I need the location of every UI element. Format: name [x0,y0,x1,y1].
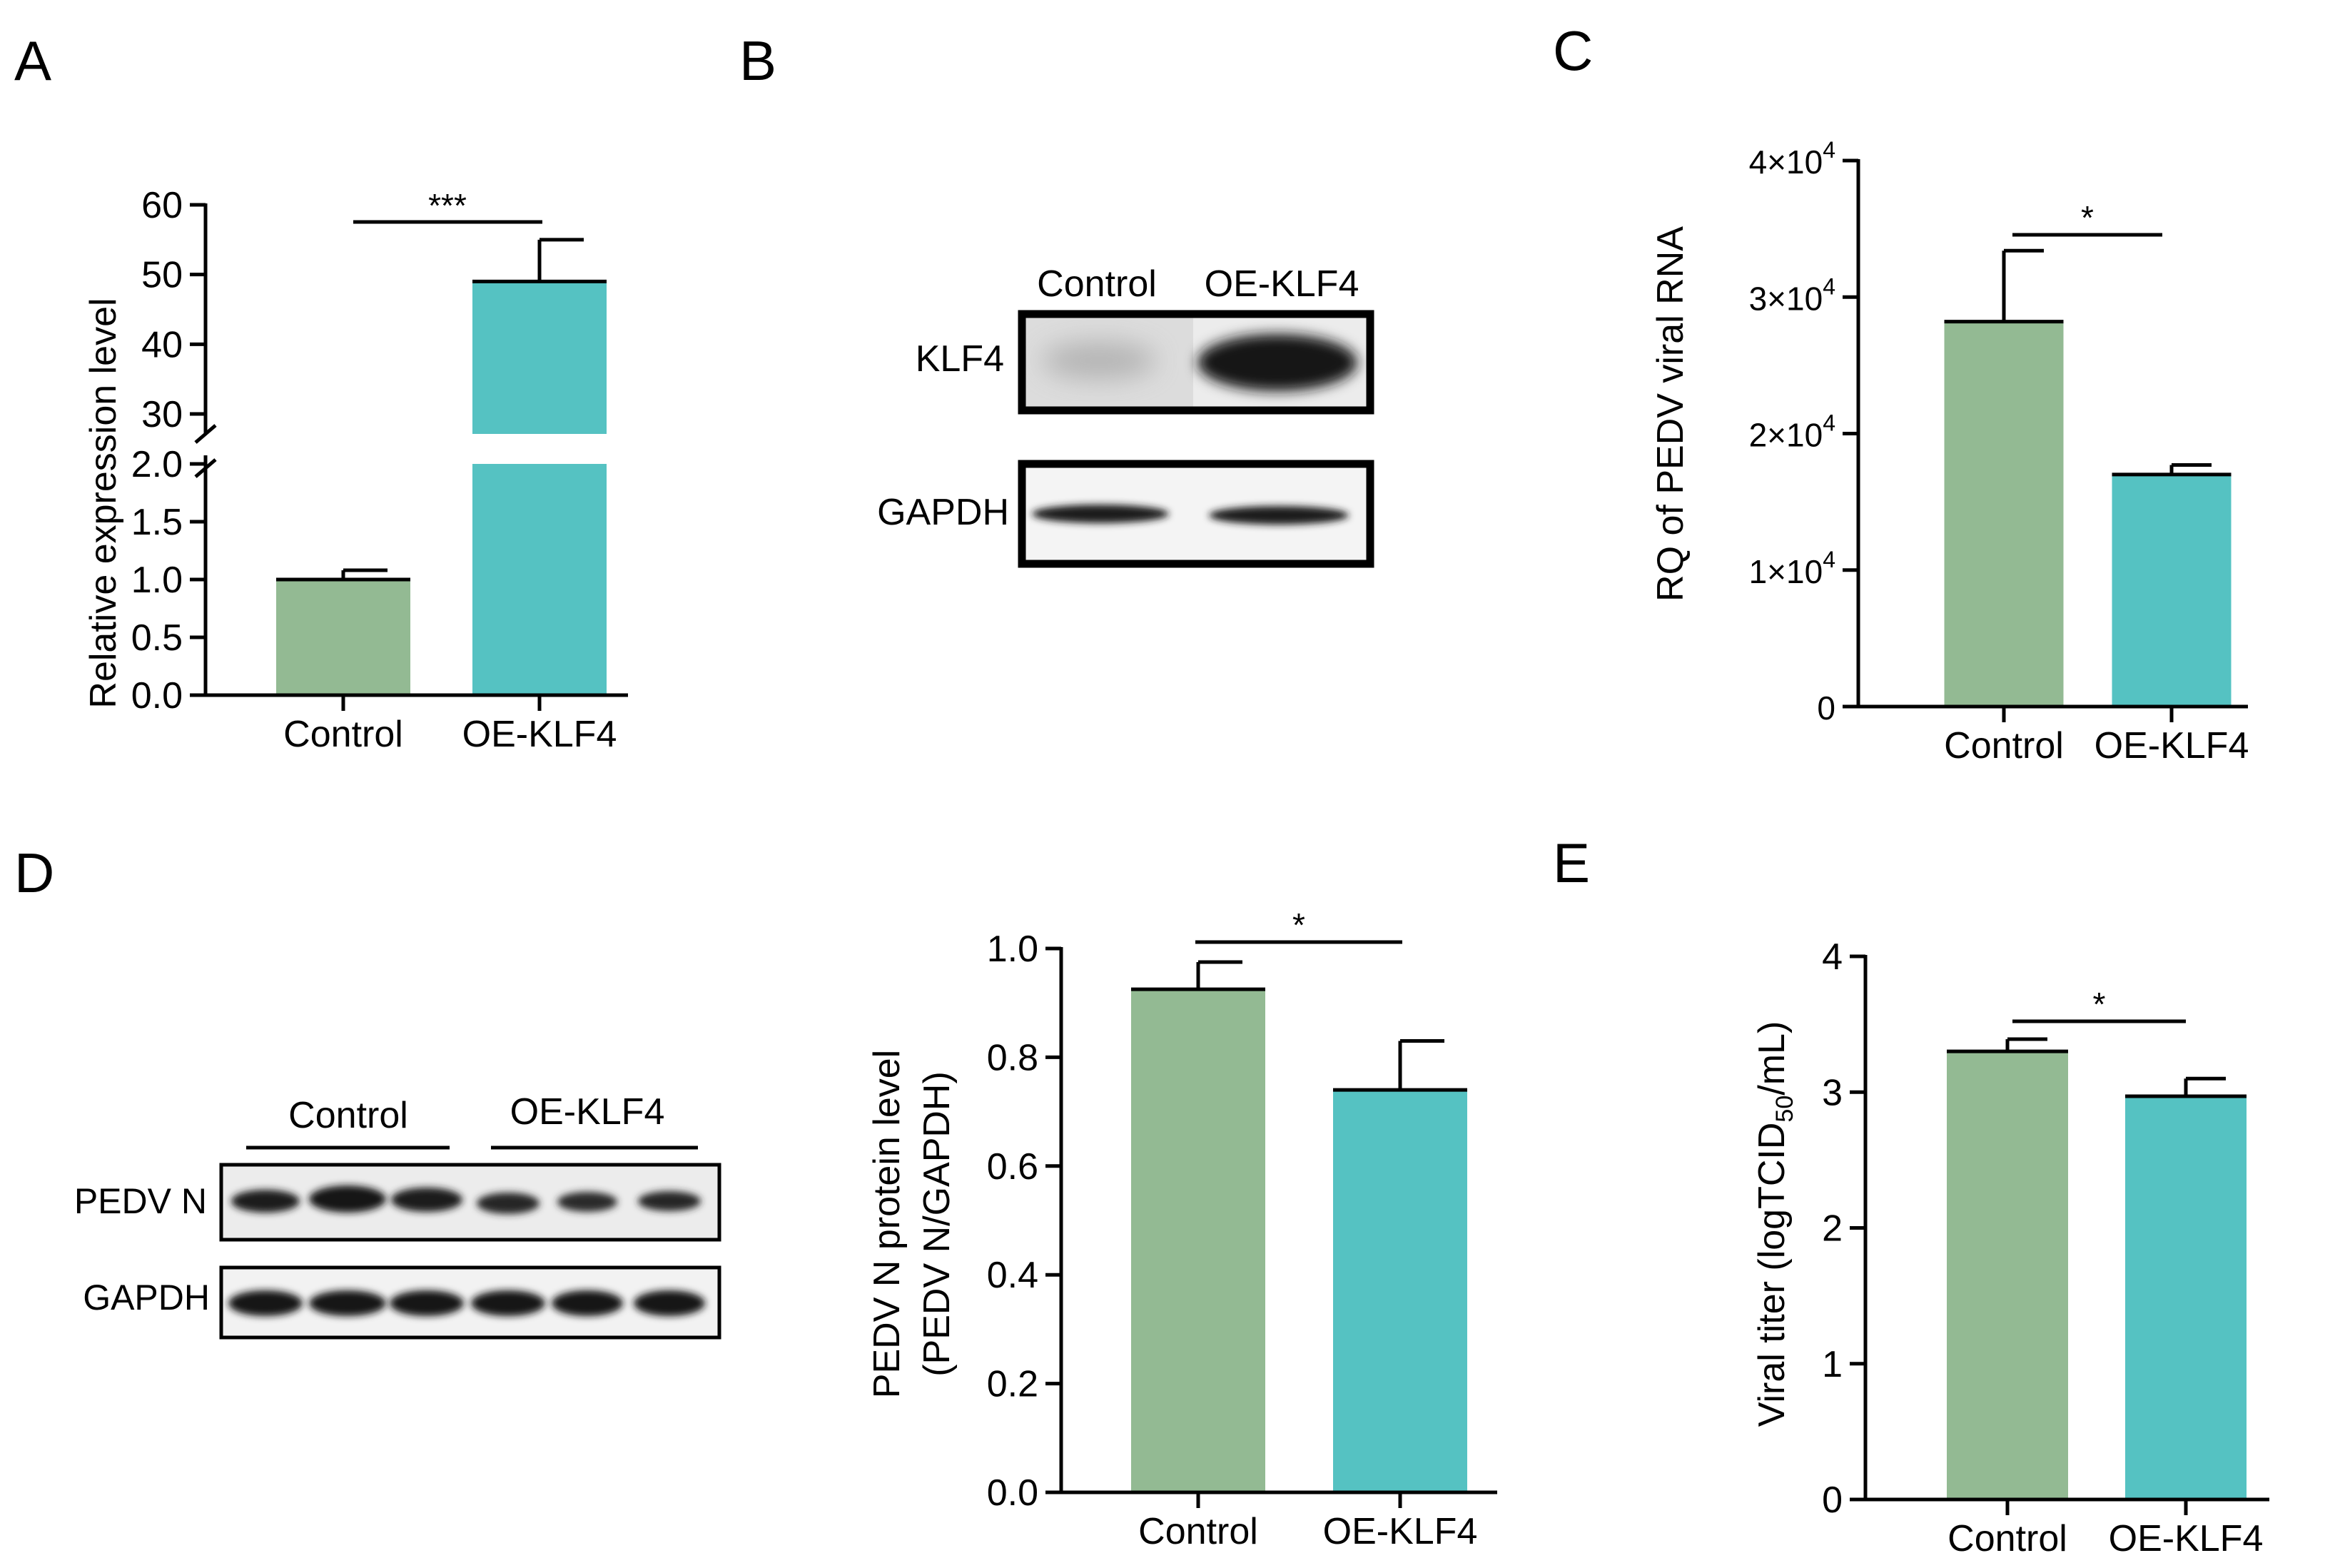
panel-d-ylabel-line2: (PEDV N/GAPDH) [916,1071,958,1377]
panel-c-ytick-label-4: 4×104 [1749,137,1835,181]
panel-e-ytick-label-0: 0 [1822,1480,1843,1521]
panel-d-ytick-label-5: 1.0 [987,929,1038,970]
panel-d-bar-1 [1333,1090,1467,1492]
panel-d-chart: PEDV N protein level (PEDV N/GAPDH) 0.0 0… [866,906,1497,1552]
panel-a-bar-1-upper [472,281,607,434]
blot-b-klf4-band-oe [1197,334,1357,391]
panel-a-significance-label: *** [428,187,467,224]
panel-e-ytick-label-1: 1 [1822,1344,1843,1385]
blot-b-gapdh-membrane [1018,460,1374,568]
blot-d-pedv-membrane [219,1163,721,1242]
panel-c-xtick-label-0: Control [1944,725,2064,767]
panel-letter-b: B [739,29,776,92]
panel-c-ytick-exp-4: 4 [1823,137,1835,163]
panel-d-bar-0 [1131,989,1265,1492]
panel-a-chart: Relative expression level 0.0 0.5 1.0 1.5 2.… [83,185,628,755]
blot-b-gapdh-band-control [1032,505,1169,523]
panel-a-ytick-upper-label-0: 30 [141,394,183,435]
panel-b-blot: Control OE-KLF4 KLF4 GAPDH [877,263,1374,568]
panel-e-ytick-label-3: 3 [1822,1072,1843,1113]
panel-c-chart: RQ of PEDV viral RNA 01×1042×1043×1044×1… [1650,137,2249,767]
panel-d-xtick-label-1: OE-KLF4 [1323,1511,1478,1552]
panel-c-ytick-mantissa-3: 3×10 [1749,280,1823,317]
panel-letter-d: D [14,841,54,904]
panel-e-xtick-label-0: Control [1947,1518,2067,1559]
panel-a-axis-break-mark-2 [194,458,217,478]
panel-c-ytick-label-0: 0 [1817,689,1835,727]
panel-c-bar-1 [2112,474,2232,707]
panel-a-axis-break-mark-1 [194,424,217,444]
blot-b-klf4-band-control [1042,342,1156,379]
panel-c-ytick-exp-2: 4 [1823,410,1835,436]
blot-d-row-pedv-n: PEDV N [74,1181,207,1221]
panel-e-bar-0 [1947,1051,2068,1499]
panel-c-ytick-mantissa-0: 0 [1817,689,1835,727]
blot-d-gapdh-membrane [219,1265,721,1340]
panel-c-ytick-exp-3: 4 [1823,273,1835,299]
panel-c-ylabel: RQ of PEDV viral RNA [1650,226,1691,602]
panel-c-ytick-mantissa-1: 1×10 [1749,553,1823,590]
panel-a-ytick-lower-label-1: 0.5 [131,617,183,659]
panel-a-ytick-lower-label-2: 1.0 [131,560,183,601]
blot-d-group-oe-klf4: OE-KLF4 [510,1091,665,1133]
blot-b-row-gapdh: GAPDH [877,492,1009,533]
panel-d-blot: Control OE-KLF4 PEDV N GAPDH [74,1091,721,1340]
blot-d-row-gapdh: GAPDH [83,1278,210,1317]
panel-e-significance-label: * [2093,986,2106,1023]
panel-e-ylabel: Viral titer (logTCID50/mL) [1751,1021,1798,1427]
panel-e-ylabel-post: /mL) [1751,1021,1793,1096]
panel-c-ytick-mantissa-2: 2×10 [1749,417,1823,454]
panel-c-significance-label: * [2081,199,2094,236]
panel-e-xtick-label-1: OE-KLF4 [2109,1518,2264,1559]
panel-a-ytick-lower-label-0: 0.0 [131,675,183,717]
panel-a-xtick-label-1: OE-KLF4 [462,714,617,755]
panel-e-ytick-label-2: 2 [1822,1208,1843,1250]
blot-d-group-control: Control [288,1095,408,1136]
panel-c-ytick-label-1: 1×104 [1749,547,1835,590]
panel-e-ytick-label-4: 4 [1822,936,1843,978]
panel-d-ylabel-line1: PEDV N protein level [866,1050,908,1398]
panel-a-xtick-label-0: Control [283,714,403,755]
panel-a-bar-0 [276,580,410,695]
panel-a-ytick-lower-label-4: 2.0 [131,444,183,485]
panel-c-bar-0 [1944,321,2064,707]
panel-d-ytick-label-0: 0.0 [987,1472,1038,1514]
panel-d-ytick-label-4: 0.8 [987,1037,1038,1078]
blot-b-klf4-membrane [1018,310,1374,415]
panel-d-ytick-label-2: 0.4 [987,1255,1038,1296]
panel-a-ytick-upper-label-3: 60 [141,185,183,226]
panel-a-bar-1-lower [472,464,607,695]
blot-b-lane-control: Control [1037,263,1157,305]
panel-c-ytick-label-2: 2×104 [1749,410,1835,454]
blot-b-row-klf4: KLF4 [916,338,1004,380]
panel-d-ytick-label-1: 0.2 [987,1364,1038,1405]
blot-b-lane-oe-klf4: OE-KLF4 [1205,263,1359,305]
panel-c-xtick-label-1: OE-KLF4 [2095,725,2249,767]
panel-c-ytick-label-3: 3×104 [1749,273,1835,317]
panel-letter-c: C [1553,19,1593,82]
panel-letter-e: E [1553,831,1590,894]
panel-e-chart: Viral titer (logTCID50/mL) 0 1 2 3 4 Control O… [1751,936,2269,1559]
panel-e-ylabel-pre: Viral titer (logTCID [1751,1123,1793,1427]
blot-b-gapdh-band-oe [1209,506,1349,525]
panel-e-bar-1 [2125,1096,2247,1499]
panel-c-ytick-mantissa-4: 4×10 [1749,143,1823,181]
panel-d-xtick-label-0: Control [1138,1511,1258,1552]
panel-d-significance-label: * [1292,906,1305,944]
panel-c-ytick-exp-1: 4 [1823,547,1835,572]
panel-e-ylabel-sub: 50 [1771,1096,1798,1123]
panel-a-ytick-upper-label-2: 50 [141,255,183,296]
panel-a-ytick-upper-label-1: 40 [141,324,183,365]
panel-d-ytick-label-3: 0.6 [987,1146,1038,1188]
panel-a-ytick-lower-label-3: 1.5 [131,502,183,543]
panel-a-ylabel: Relative expression level [83,298,124,708]
panel-letter-a: A [14,29,51,92]
